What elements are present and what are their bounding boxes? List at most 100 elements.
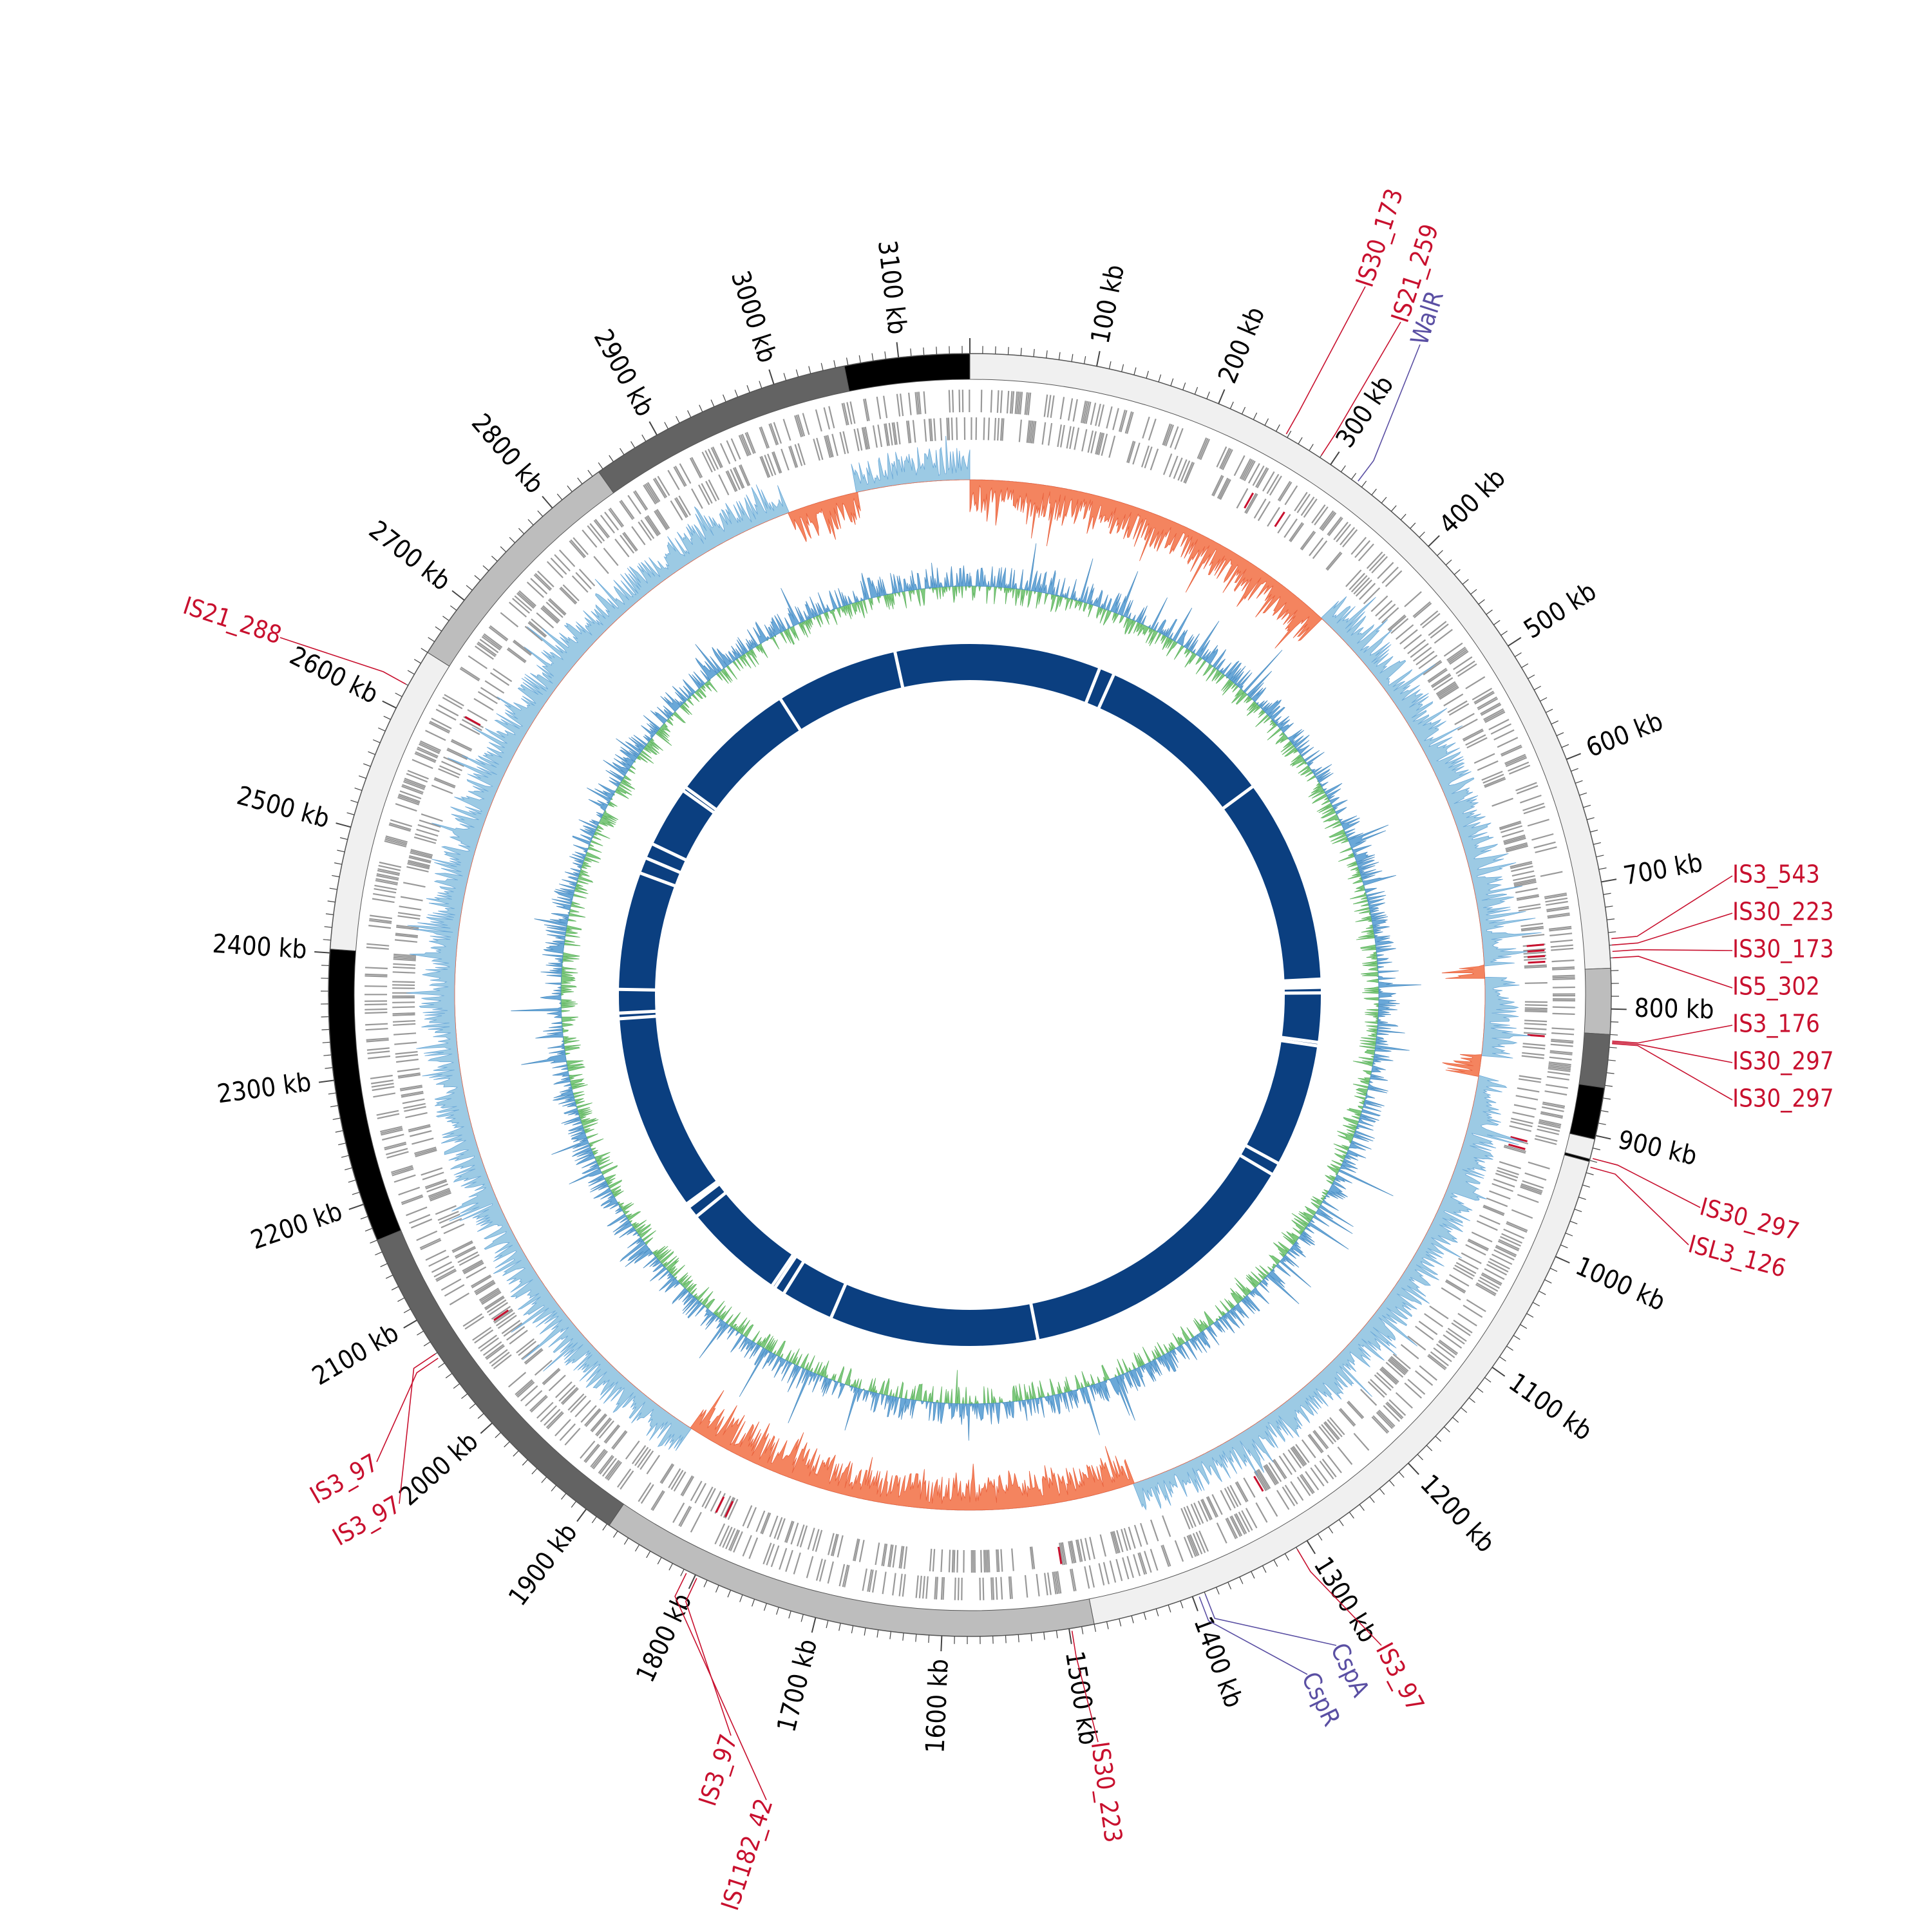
is-element-label: IS1182_42 <box>715 1795 778 1913</box>
tick-label: 2500 kb <box>234 781 333 834</box>
minor-tick <box>739 1595 743 1602</box>
minor-tick <box>646 1551 651 1558</box>
minor-tick <box>598 462 603 469</box>
blast-gap <box>1221 784 1255 811</box>
minor-tick <box>380 1263 388 1267</box>
blast-gap <box>645 856 682 875</box>
tick-label: 100 kb <box>1086 262 1131 346</box>
minor-tick <box>1569 1220 1578 1224</box>
minor-tick <box>1444 1426 1450 1433</box>
label-connector <box>1592 1158 1701 1208</box>
blast-gap <box>695 1191 728 1218</box>
minor-tick <box>800 1614 804 1622</box>
minor-tick <box>1419 531 1425 538</box>
minor-tick <box>375 1251 383 1256</box>
minor-tick <box>795 369 799 377</box>
is-element-label: IS3_176 <box>1732 1010 1820 1038</box>
minor-tick <box>1349 1511 1354 1519</box>
major-tick <box>1492 1367 1506 1377</box>
label-connector <box>376 1358 439 1463</box>
minor-tick <box>531 1468 538 1475</box>
minor-tick <box>327 900 336 903</box>
minor-tick <box>332 1117 341 1121</box>
minor-tick <box>500 546 507 553</box>
minor-tick <box>1043 1632 1045 1640</box>
minor-tick <box>851 1625 854 1634</box>
is-element-mark <box>1253 1475 1264 1492</box>
major-tick <box>451 590 465 601</box>
tick-label: 1700 kb <box>772 1636 823 1735</box>
minor-tick <box>1493 620 1501 625</box>
minor-tick <box>1607 918 1615 920</box>
minor-tick <box>1007 346 1009 355</box>
minor-tick <box>341 1155 349 1158</box>
minor-tick <box>1338 1519 1344 1526</box>
major-tick <box>1096 350 1101 366</box>
blast-gap <box>684 786 718 811</box>
minor-tick <box>1317 1533 1323 1541</box>
minor-tick <box>513 1450 519 1457</box>
minor-tick <box>587 469 593 477</box>
minor-tick <box>1526 1313 1534 1318</box>
minor-tick <box>1369 1496 1375 1503</box>
minor-tick <box>571 1501 577 1508</box>
minor-tick <box>445 1373 453 1379</box>
minor-tick <box>1574 1208 1582 1213</box>
minor-tick <box>334 862 342 865</box>
minor-tick <box>339 837 348 840</box>
minor-tick <box>1170 378 1174 386</box>
minor-tick <box>1546 708 1553 714</box>
minor-tick <box>1610 1034 1618 1036</box>
major-tick <box>314 951 330 954</box>
minor-tick <box>1106 1621 1109 1629</box>
minor-tick <box>1520 1324 1528 1329</box>
minor-tick <box>541 1476 547 1483</box>
minor-tick <box>1005 1635 1007 1643</box>
minor-tick <box>1155 1608 1159 1616</box>
minor-tick <box>1540 697 1548 702</box>
major-tick <box>1601 878 1617 883</box>
blast-gap <box>782 1260 806 1295</box>
minor-tick <box>329 887 337 890</box>
label-connector <box>279 637 406 685</box>
cds-reverse-strand <box>392 417 1548 1573</box>
tick-label: 500 kb <box>1519 576 1602 645</box>
minor-tick <box>435 626 442 632</box>
minor-tick <box>609 455 614 462</box>
minor-tick <box>1030 1633 1032 1642</box>
minor-tick <box>1108 361 1112 369</box>
minor-tick <box>360 1216 368 1220</box>
minor-tick <box>1468 1397 1475 1403</box>
tick-ring <box>314 338 1627 1652</box>
label-connector <box>1612 1041 1733 1063</box>
minor-tick <box>1119 1618 1122 1627</box>
minor-tick <box>759 381 762 389</box>
minor-tick <box>1575 780 1583 784</box>
is-element-label: IS3_97 <box>1370 1638 1430 1716</box>
minor-tick <box>1426 1444 1433 1452</box>
minor-tick <box>1328 1526 1334 1534</box>
blast-gap <box>1238 1153 1274 1177</box>
tick-label: 1100 kb <box>1503 1368 1597 1447</box>
minor-tick <box>1565 1233 1573 1236</box>
minor-tick <box>1206 392 1210 399</box>
minor-tick <box>350 800 359 803</box>
contig-segment-13 <box>844 353 971 392</box>
is-element-mark <box>493 1309 509 1321</box>
tick-label: 600 kb <box>1582 706 1667 763</box>
minor-tick <box>1484 1377 1492 1383</box>
major-tick <box>480 1422 493 1434</box>
is-element-mark <box>1508 1143 1526 1150</box>
tick-label: 2400 kb <box>211 929 307 965</box>
major-tick <box>896 342 900 358</box>
minor-tick <box>383 715 391 720</box>
minor-tick <box>453 1383 460 1389</box>
minor-tick <box>1582 1184 1590 1188</box>
minor-tick <box>602 1523 608 1531</box>
is-element-mark <box>1527 949 1545 953</box>
minor-tick <box>403 1309 411 1314</box>
is-element-label: IS30_223 <box>1732 898 1834 926</box>
blast-gap <box>1028 1302 1040 1341</box>
minor-tick <box>820 363 824 371</box>
